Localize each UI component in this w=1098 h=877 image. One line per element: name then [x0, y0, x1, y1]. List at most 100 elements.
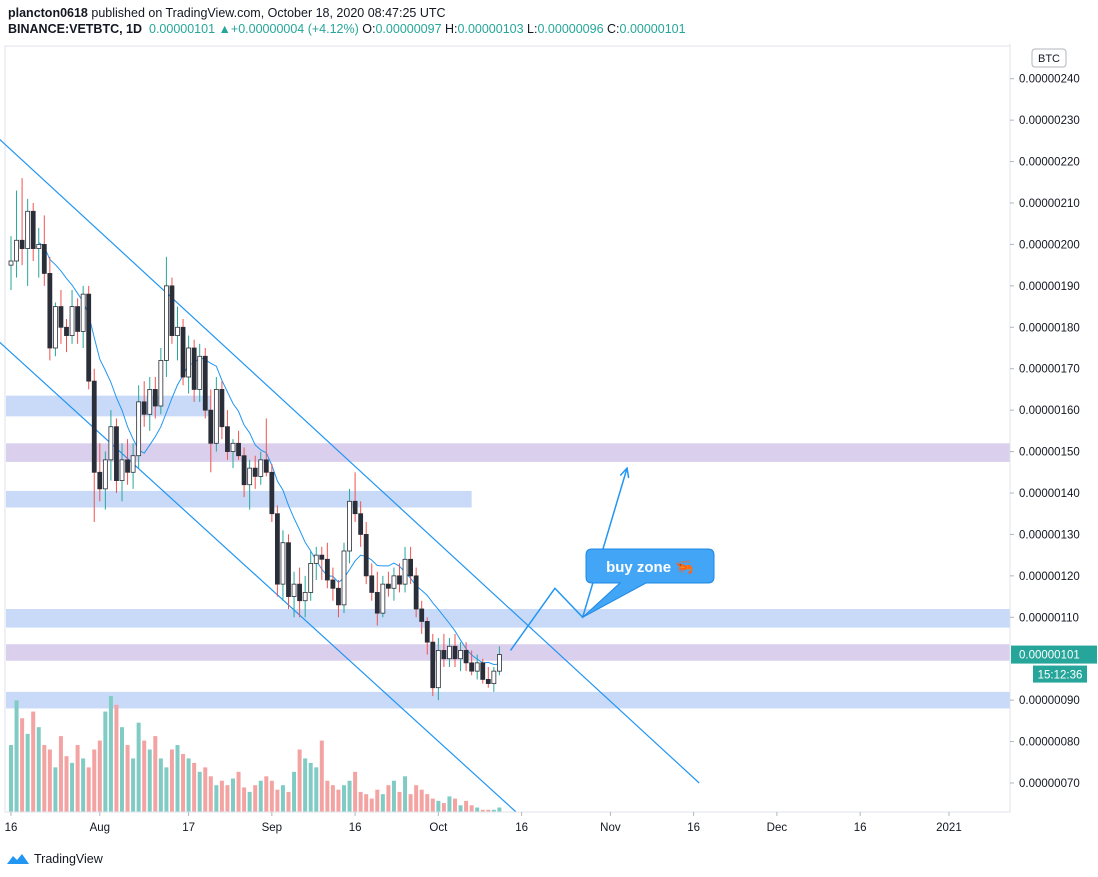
- candle-body: [53, 306, 58, 349]
- candle-body: [175, 326, 180, 336]
- zone-rectangle[interactable]: [6, 609, 1010, 628]
- candle-body: [180, 326, 186, 378]
- author-name[interactable]: plancton0618: [8, 6, 88, 20]
- candle-body: [258, 459, 264, 477]
- volume-bar: [86, 767, 91, 812]
- candle-body: [430, 641, 436, 689]
- volume-bar: [36, 727, 41, 812]
- symbol-name[interactable]: BINANCE:VETBTC, 1D: [8, 22, 143, 36]
- candle-body: [97, 471, 103, 490]
- volume-bar: [92, 749, 97, 812]
- candle-body: [374, 592, 380, 614]
- candle-body: [136, 401, 142, 457]
- time-tick-label: Nov: [600, 822, 621, 834]
- volume-bar: [414, 785, 419, 812]
- volume-bar: [491, 809, 496, 812]
- volume-bar: [353, 771, 358, 812]
- volume-bar: [103, 711, 108, 812]
- low-value: 0.00000096: [537, 22, 604, 36]
- candle-body: [158, 360, 164, 407]
- currency-badge[interactable]: [1031, 48, 1067, 68]
- volume-bar: [192, 762, 197, 812]
- candle-body: [108, 426, 114, 461]
- volume-bar: [375, 789, 380, 812]
- candle-body: [225, 426, 230, 452]
- volume-bar: [42, 745, 47, 812]
- price-tick-label: 0.00000190: [1019, 281, 1080, 293]
- projection-path[interactable]: [509, 467, 628, 651]
- candle-body: [30, 210, 36, 249]
- candle-body: [336, 587, 341, 606]
- volume-bar: [369, 798, 374, 812]
- candle-body: [186, 347, 192, 378]
- zone-rectangle[interactable]: [6, 644, 1010, 661]
- last-price-tag: [1011, 645, 1097, 664]
- volume-bar: [286, 791, 291, 812]
- volume-bar: [408, 794, 413, 812]
- volume-bar: [108, 695, 113, 812]
- chart-header: plancton0618 published on TradingView.co…: [0, 0, 1098, 42]
- candle-body: [463, 650, 469, 664]
- volume-bar: [25, 733, 30, 812]
- candle-body: [169, 285, 175, 336]
- candle-body: [369, 575, 375, 593]
- volume-bar: [120, 727, 124, 812]
- high-value: 0.00000103: [457, 22, 524, 36]
- volume-bar: [308, 762, 313, 812]
- candle-body: [263, 459, 269, 473]
- zone-rectangle[interactable]: [6, 443, 1010, 462]
- zone-rectangle[interactable]: [6, 490, 472, 508]
- candle-body: [480, 662, 486, 680]
- volume-bar: [142, 740, 147, 812]
- volume-bar: [214, 785, 219, 812]
- candle-body: [152, 389, 158, 407]
- high-label: H:: [445, 22, 458, 36]
- candle-body: [8, 260, 14, 266]
- tradingview-branding[interactable]: TradingView: [6, 849, 103, 869]
- price-chart[interactable]: buy zone 🦐 BTC 0.00000240 0.00000230 0.00000…: [0, 44, 1098, 857]
- candle-body: [308, 563, 314, 593]
- candle-body: [458, 650, 463, 660]
- volume-bar: [430, 798, 435, 812]
- volume-bar: [247, 791, 252, 812]
- channel-trendline[interactable]: [0, 327, 517, 813]
- candle-body: [380, 583, 386, 614]
- time-tick-label: 16: [515, 822, 528, 834]
- volume-bar: [131, 758, 136, 812]
- candle-body: [280, 542, 286, 585]
- volume-bar: [425, 794, 430, 812]
- candle-body: [319, 554, 325, 560]
- buy-zone-callout[interactable]: [582, 548, 715, 618]
- volume-bar: [14, 700, 19, 812]
- time-tick-label: 16: [687, 822, 700, 834]
- candle-body: [452, 645, 458, 660]
- candle-body: [330, 579, 336, 589]
- volume-bar: [264, 776, 269, 812]
- volume-bar: [336, 789, 341, 812]
- published-text: published on TradingView.com, October 18…: [91, 6, 446, 20]
- channel-trendline[interactable]: [0, 124, 700, 784]
- price-tick-label: 0.00000200: [1019, 239, 1080, 251]
- price-change: +0.00000004 (+4.12%): [230, 22, 359, 36]
- candle-body: [286, 542, 291, 597]
- close-value: 0.00000101: [619, 22, 686, 36]
- tradingview-logo-icon: [7, 854, 29, 864]
- candle-body: [363, 534, 369, 577]
- volume-bar: [208, 776, 213, 812]
- zone-rectangle[interactable]: [6, 395, 211, 417]
- candle-body: [58, 306, 64, 328]
- countdown-tag: [1033, 665, 1087, 683]
- volume-bar: [303, 758, 308, 812]
- volume-bar: [158, 758, 163, 812]
- price-tick-label: 0.00000110: [1019, 612, 1079, 624]
- candle-body: [402, 558, 408, 585]
- buy-zone-label: buy zone 🦐: [606, 559, 694, 576]
- zone-rectangle[interactable]: [6, 691, 1010, 709]
- volume-bar: [441, 803, 446, 812]
- volume-bar: [169, 749, 174, 812]
- volume-bar: [342, 785, 346, 812]
- candle-body: [69, 306, 75, 336]
- volume-bar: [319, 740, 324, 812]
- candle-body: [75, 306, 80, 332]
- candle-body: [385, 583, 391, 589]
